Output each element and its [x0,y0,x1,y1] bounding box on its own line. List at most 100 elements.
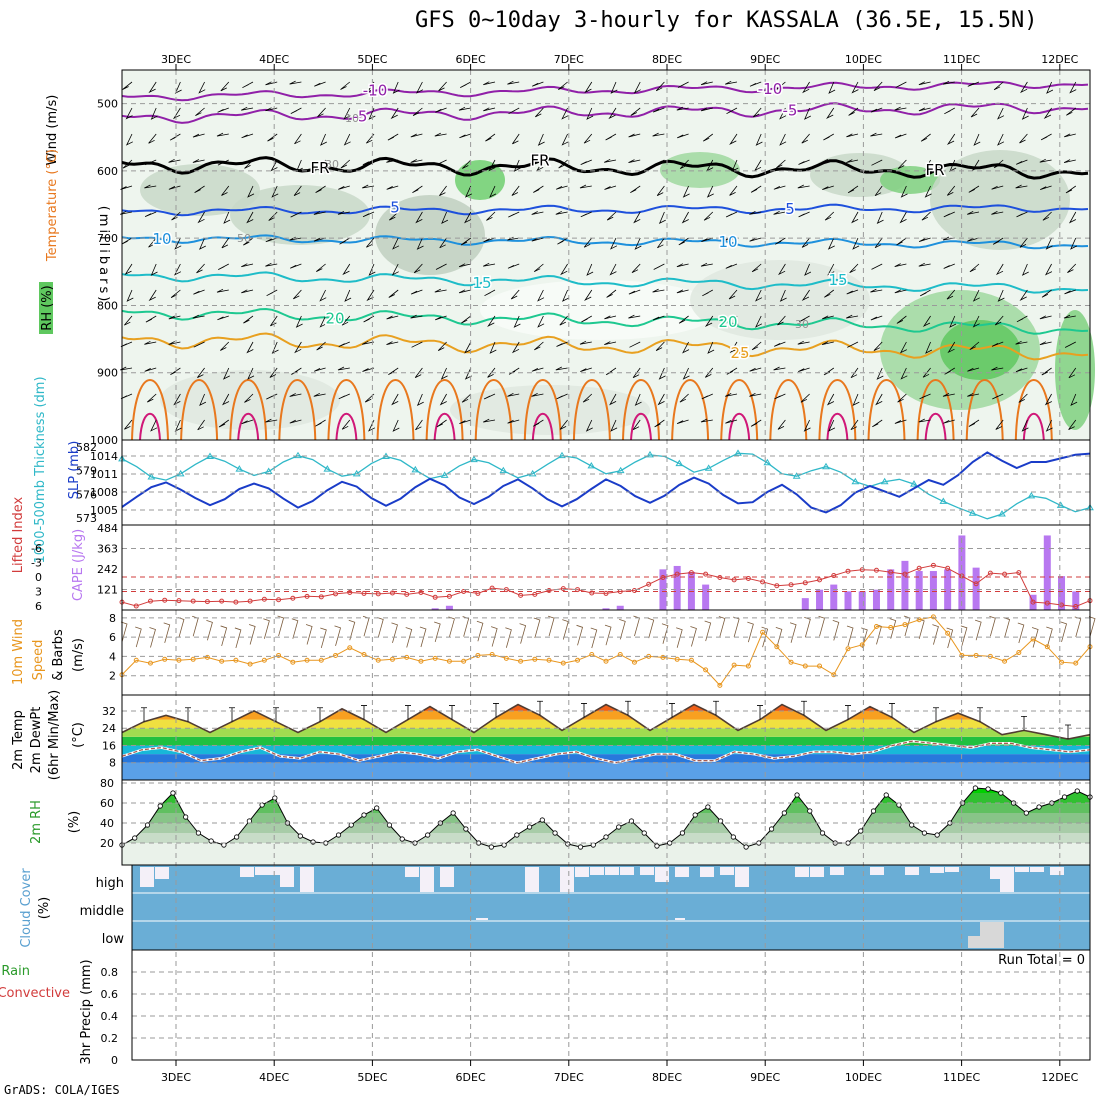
wind-barb [391,393,399,406]
wind-barb [798,315,810,323]
wind-barb [749,211,762,215]
wind-barb [995,263,1004,276]
wind-barb [707,341,715,354]
wind-barb [461,393,472,403]
wind-barb [339,237,351,245]
temp-contour-30 [826,412,849,441]
wind-barb [342,263,351,276]
wind-barb [753,159,762,172]
date-label-top: 10DEC [845,53,882,66]
wind-barb [293,289,302,300]
thickness-point [675,459,684,467]
thickness-point [939,497,948,504]
wind-barb [1039,315,1052,320]
wind-barb [889,618,897,639]
wind-barb [391,622,398,644]
wind-barb [1068,419,1077,430]
wind-barb [464,211,472,224]
wind-speed-point [888,624,894,630]
wind-barb [135,626,142,648]
wind-barb [749,393,762,397]
date-label-top: 7DEC [554,53,584,66]
wind-barb [487,367,496,378]
wind-barb [922,367,931,378]
wind-barb [476,620,484,642]
rh-shading [375,195,485,275]
wind-barb [241,289,254,294]
wind-barb [368,263,376,276]
wind-barb [313,392,326,397]
temp-band [122,745,1090,755]
wind-barb [584,81,593,94]
wind-barb [343,107,351,120]
rh-point [883,792,889,798]
axis-label-precip-total: Total / Rain [0,964,30,979]
cape-bar [929,571,937,610]
cloud-bar-high [810,867,824,877]
cape-bar [602,608,610,610]
wind-speed-point [745,663,751,669]
wind-barb [120,341,133,348]
wind-barb [1039,158,1052,163]
wind-barb [824,289,835,298]
wind-barb [826,393,835,406]
wind-barb [946,133,956,146]
cape-bar [944,569,952,610]
wind-barb [265,237,278,243]
wind-barb [122,159,133,169]
temp-contour-label: 20 [325,309,344,327]
wind-barb [338,393,350,400]
cape-bar [687,571,695,610]
li-point [760,579,766,585]
cloud-bar-high [605,867,619,875]
wind-barb [678,237,689,246]
wind-speed-point [688,657,694,663]
wind-barb [460,237,472,246]
cloud-bar-high [240,867,254,877]
wind-speed-point [261,657,267,663]
axis-label-wind-barbs: & Barbs [51,629,66,681]
rh-tick: 80 [100,777,114,790]
wind-barb [726,367,738,375]
li-point [290,595,296,601]
li-point [703,571,709,577]
wind-speed-point [831,672,837,678]
wind-barb [392,81,400,94]
wind-barb [241,133,254,139]
wind-barb [630,107,641,116]
chart-title: GFS 0~10day 3-hourly for KASSALA (36.5E,… [415,8,1038,33]
cloud-level-label: low [102,932,125,947]
wind-barb [555,210,568,215]
wind-barb [580,159,592,165]
li-point [788,582,794,588]
wind-barb [555,366,568,371]
wind-barb [125,107,133,120]
wind-barb [531,367,544,372]
rh-point [807,808,813,814]
wind-barb [377,617,384,638]
wind-barb [798,211,810,218]
wind-barb [803,419,811,432]
li-point [219,598,225,604]
wind-barb [1041,289,1052,298]
wind-barb [755,133,763,146]
wind-barb [533,185,544,193]
wind-barb [1044,393,1052,406]
li-point [817,577,823,583]
wind-barb [172,107,181,120]
wind-barb [220,625,228,647]
wind-barb [1021,419,1029,432]
wind-barb [918,237,931,242]
rh-point [998,790,1004,796]
wind-barb [434,132,447,137]
wind-barb [991,211,1004,215]
rh-shading [1055,310,1095,430]
wind-barb [242,81,254,89]
wind-barb [362,211,375,218]
wind-barb [1040,185,1052,190]
wind-barb [658,367,666,380]
wind-barb [1060,621,1068,642]
li-point [233,599,239,605]
wind-barb [579,184,592,189]
wind-barb [804,263,812,276]
